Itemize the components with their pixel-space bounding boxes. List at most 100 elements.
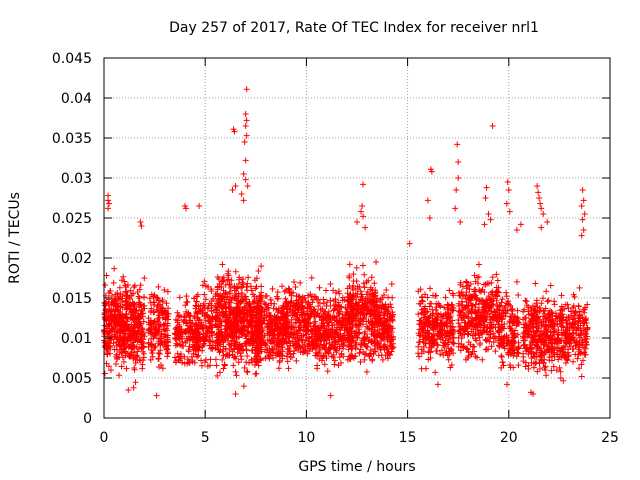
- data-point: [216, 292, 223, 299]
- data-point: [202, 296, 209, 303]
- data-point: [239, 276, 246, 283]
- data-point: [318, 334, 325, 341]
- data-point: [353, 278, 360, 285]
- data-point: [361, 271, 368, 278]
- data-point: [225, 299, 232, 306]
- data-point: [179, 343, 186, 350]
- data-point: [242, 123, 249, 129]
- y-tick-label: 0.02: [61, 251, 92, 267]
- data-point: [195, 352, 202, 359]
- data-point: [285, 300, 292, 307]
- data-point: [140, 354, 147, 361]
- data-point: [579, 187, 586, 193]
- data-point: [236, 311, 243, 318]
- data-point: [304, 320, 311, 327]
- data-point: [232, 368, 239, 375]
- data-point: [481, 221, 488, 228]
- data-point: [172, 316, 179, 323]
- data-point: [525, 362, 532, 369]
- data-point: [291, 279, 298, 286]
- data-point: [304, 342, 311, 349]
- data-point: [576, 284, 583, 291]
- data-point: [291, 347, 298, 354]
- data-point: [111, 265, 118, 272]
- data-point: [113, 354, 120, 361]
- data-point: [306, 335, 313, 342]
- data-point: [253, 370, 260, 377]
- data-point: [104, 345, 111, 352]
- data-point: [171, 330, 178, 337]
- data-point: [253, 323, 260, 330]
- data-point: [199, 347, 206, 354]
- data-point: [254, 356, 261, 363]
- data-point: [243, 86, 250, 93]
- data-point: [363, 368, 370, 375]
- data-point: [137, 219, 144, 225]
- data-point: [325, 322, 332, 329]
- data-point: [324, 368, 331, 375]
- data-point: [116, 284, 123, 291]
- data-point: [123, 293, 130, 300]
- data-point: [311, 306, 318, 313]
- data-point: [294, 332, 301, 339]
- data-point: [324, 319, 331, 326]
- data-point: [302, 328, 309, 335]
- data-point: [287, 354, 294, 361]
- data-point: [247, 303, 254, 310]
- data-point: [235, 293, 242, 300]
- data-point: [294, 303, 301, 310]
- data-point: [505, 187, 512, 193]
- data-point: [335, 288, 342, 295]
- data-point: [304, 350, 311, 357]
- data-point: [482, 195, 489, 201]
- data-point: [112, 295, 119, 302]
- data-point: [263, 306, 270, 313]
- data-point: [291, 329, 298, 336]
- data-point: [175, 356, 182, 363]
- data-point: [275, 343, 282, 350]
- data-point: [118, 363, 125, 370]
- data-point: [149, 350, 156, 357]
- data-point: [151, 319, 158, 326]
- data-point: [296, 307, 303, 314]
- data-point: [185, 347, 192, 354]
- data-point: [165, 305, 172, 312]
- data-point: [107, 308, 114, 315]
- data-point: [543, 372, 550, 379]
- data-point: [475, 280, 482, 287]
- data-point: [165, 342, 172, 349]
- data-point: [320, 296, 327, 303]
- data-point: [221, 362, 228, 369]
- data-point: [296, 314, 303, 321]
- data-point: [224, 320, 231, 327]
- data-point: [313, 342, 320, 349]
- x-tick-label: 25: [601, 430, 619, 446]
- data-point: [182, 302, 189, 309]
- data-point: [156, 351, 163, 358]
- data-point: [269, 285, 276, 292]
- data-point: [164, 332, 171, 339]
- data-point: [204, 305, 211, 312]
- data-point: [286, 290, 293, 297]
- data-point: [244, 339, 251, 346]
- x-tick-label: 15: [399, 430, 417, 446]
- data-point: [231, 333, 238, 340]
- data-point: [273, 352, 280, 359]
- data-point: [453, 187, 460, 193]
- y-tick-label: 0.04: [61, 91, 92, 107]
- data-point: [115, 316, 122, 323]
- data-point: [127, 341, 134, 348]
- data-point: [190, 330, 197, 337]
- data-point: [238, 284, 245, 291]
- data-point: [258, 342, 265, 349]
- data-point: [228, 277, 235, 284]
- data-point: [388, 280, 395, 287]
- data-points: [101, 86, 591, 399]
- data-point: [141, 294, 148, 301]
- data-point: [155, 297, 162, 304]
- data-point: [212, 356, 219, 363]
- data-point: [258, 294, 265, 301]
- data-point: [422, 365, 429, 372]
- data-point: [253, 312, 260, 319]
- data-point: [150, 335, 157, 342]
